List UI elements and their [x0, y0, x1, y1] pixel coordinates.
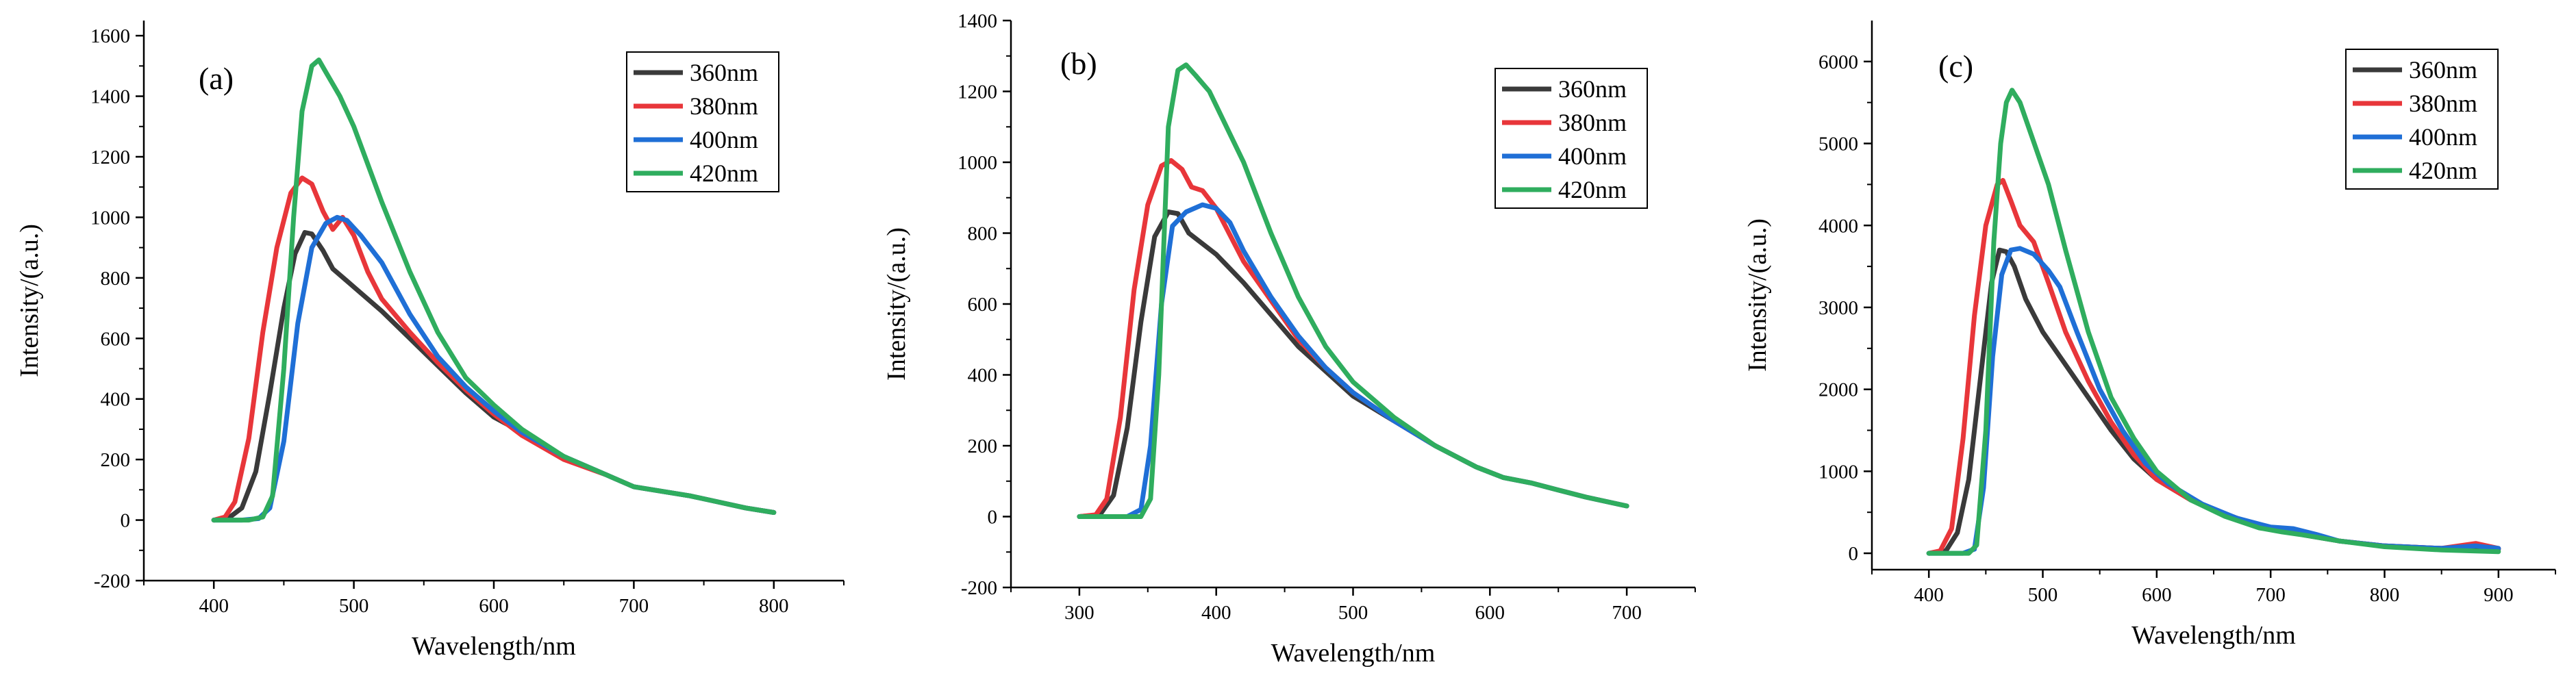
series-line-420nm: [1077, 62, 1629, 519]
chart-panel-a: -200 0 200 400 600 800 1000 1200 1400 1600 400 500 6…: [15, 21, 845, 661]
legend: 360nm 380nm 400nm 420nm: [1495, 68, 1648, 209]
x-tick-label: 500: [2028, 584, 2058, 606]
x-tick-label: 700: [619, 595, 649, 617]
series-line-400nm: [1926, 246, 2501, 556]
x-axis-title: Wavelength/nm: [2131, 621, 2296, 650]
y-tick-label: 400: [101, 389, 131, 411]
x-tick-label: 900: [2484, 584, 2514, 606]
legend-entry-400nm: 400nm: [1558, 142, 1627, 170]
legend-entry-380nm: 380nm: [690, 92, 758, 120]
legend-box: [1495, 68, 1648, 209]
x-tick-label: 600: [1475, 602, 1505, 624]
y-tick-label: 1200: [90, 147, 130, 168]
legend-entry-380nm: 380nm: [1558, 109, 1627, 136]
y-tick-label: 600: [101, 328, 131, 350]
y-tick-label: 4000: [1818, 215, 1858, 237]
y-tick-label: -200: [94, 570, 130, 592]
y-tick-label: 400: [968, 365, 998, 387]
y-tick-label: 0: [988, 507, 998, 529]
series-line-400nm: [211, 214, 777, 523]
x-tick-label: 700: [2255, 584, 2286, 606]
series-line-420nm: [211, 58, 777, 523]
y-tick-label: 3000: [1818, 297, 1858, 319]
x-tick-label: 600: [479, 595, 509, 617]
y-tick-label: 1600: [90, 25, 130, 47]
y-tick-label: 600: [968, 294, 998, 316]
x-tick-label: 700: [1612, 602, 1642, 624]
legend-entry-400nm: 400nm: [690, 126, 758, 153]
y-tick-label: 6000: [1818, 51, 1858, 73]
legend-entry-420nm: 420nm: [1558, 176, 1627, 203]
y-tick-label: 1000: [1818, 461, 1858, 483]
x-axis-title: Wavelength/nm: [1271, 639, 1436, 668]
x-tick-label: 800: [759, 595, 789, 617]
y-tick-label: 200: [968, 435, 998, 457]
legend-entry-420nm: 420nm: [2409, 157, 2477, 184]
y-axis-title: Intensity/(a.u.): [15, 224, 44, 377]
legend-entry-360nm: 360nm: [690, 59, 758, 86]
legend-box: [2345, 49, 2499, 190]
series-line-380nm: [211, 175, 777, 523]
panel-label: (a): [199, 61, 234, 96]
x-tick-label: 400: [1914, 584, 1944, 606]
x-axis-title: Wavelength/nm: [412, 632, 576, 661]
y-tick-label: 1400: [90, 86, 130, 108]
legend: 360nm 380nm 400nm 420nm: [2345, 49, 2499, 190]
y-tick-label: 800: [968, 223, 998, 245]
legend-entry-360nm: 360nm: [2409, 56, 2477, 84]
y-axis-title: Intensity/(a.u.): [882, 227, 911, 381]
x-tick-label: 400: [199, 595, 229, 617]
y-tick-label: 5000: [1818, 134, 1858, 155]
series-line-380nm: [1926, 177, 2501, 556]
panel-label: (b): [1060, 46, 1097, 81]
panel-label: (c): [1938, 49, 1973, 84]
y-axis-title: Intensity/(a.u.): [1743, 218, 1772, 372]
legend-entry-400nm: 400nm: [2409, 123, 2477, 151]
x-tick-label: 300: [1064, 602, 1095, 624]
y-tick-label: 0: [121, 510, 131, 532]
y-tick-label: 1000: [958, 152, 997, 174]
legend-entry-380nm: 380nm: [2409, 90, 2477, 117]
legend-box: [626, 51, 779, 192]
y-tick-label: 1200: [958, 81, 997, 103]
x-tick-label: 600: [2142, 584, 2172, 606]
series-line-420nm: [1926, 88, 2501, 556]
x-tick-label: 800: [2370, 584, 2400, 606]
y-tick-label: 0: [1849, 543, 1859, 565]
x-tick-label: 500: [339, 595, 369, 617]
legend: 360nm 380nm 400nm 420nm: [626, 51, 779, 192]
legend-entry-420nm: 420nm: [690, 160, 758, 187]
chart-panel-c: 0 1000 2000 3000 4000 5000 6000 400 500 600 700 800…: [1743, 21, 2556, 650]
series-line-360nm: [211, 230, 777, 523]
y-tick-label: -200: [961, 577, 997, 599]
chart-panel-b: -200 0 200 400 600 800 1000 1200 1400 300 400 500 60…: [882, 10, 1696, 668]
y-tick-label: 1400: [958, 10, 997, 32]
legend-entry-360nm: 360nm: [1558, 75, 1627, 103]
y-tick-label: 2000: [1818, 379, 1858, 401]
y-tick-label: 800: [101, 268, 131, 290]
x-tick-label: 400: [1201, 602, 1231, 624]
y-tick-label: 1000: [90, 207, 130, 229]
y-tick-label: 200: [101, 449, 131, 471]
x-tick-label: 500: [1338, 602, 1368, 624]
